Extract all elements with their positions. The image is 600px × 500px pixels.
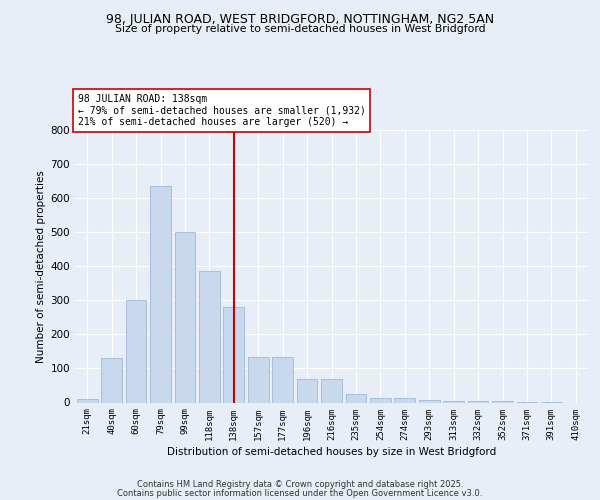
Bar	[370, 398, 391, 402]
Text: Contains public sector information licensed under the Open Government Licence v3: Contains public sector information licen…	[118, 488, 482, 498]
Bar	[419, 400, 440, 402]
Bar	[101, 358, 122, 403]
Bar	[443, 401, 464, 402]
Bar	[199, 272, 220, 402]
Bar	[125, 300, 146, 402]
Bar	[272, 357, 293, 403]
Bar	[150, 186, 171, 402]
Bar	[346, 394, 367, 402]
Text: 98, JULIAN ROAD, WEST BRIDGFORD, NOTTINGHAM, NG2 5AN: 98, JULIAN ROAD, WEST BRIDGFORD, NOTTING…	[106, 12, 494, 26]
Bar	[175, 232, 196, 402]
Bar	[77, 399, 98, 402]
Text: Size of property relative to semi-detached houses in West Bridgford: Size of property relative to semi-detach…	[115, 24, 485, 34]
Bar	[321, 380, 342, 402]
Text: Contains HM Land Registry data © Crown copyright and database right 2025.: Contains HM Land Registry data © Crown c…	[137, 480, 463, 489]
Y-axis label: Number of semi-detached properties: Number of semi-detached properties	[37, 170, 46, 362]
Bar	[248, 357, 269, 403]
Bar	[467, 401, 488, 402]
Bar	[223, 307, 244, 402]
Text: 98 JULIAN ROAD: 138sqm
← 79% of semi-detached houses are smaller (1,932)
21% of : 98 JULIAN ROAD: 138sqm ← 79% of semi-det…	[77, 94, 365, 128]
X-axis label: Distribution of semi-detached houses by size in West Bridgford: Distribution of semi-detached houses by …	[167, 446, 496, 456]
Bar	[296, 380, 317, 402]
Bar	[394, 398, 415, 402]
